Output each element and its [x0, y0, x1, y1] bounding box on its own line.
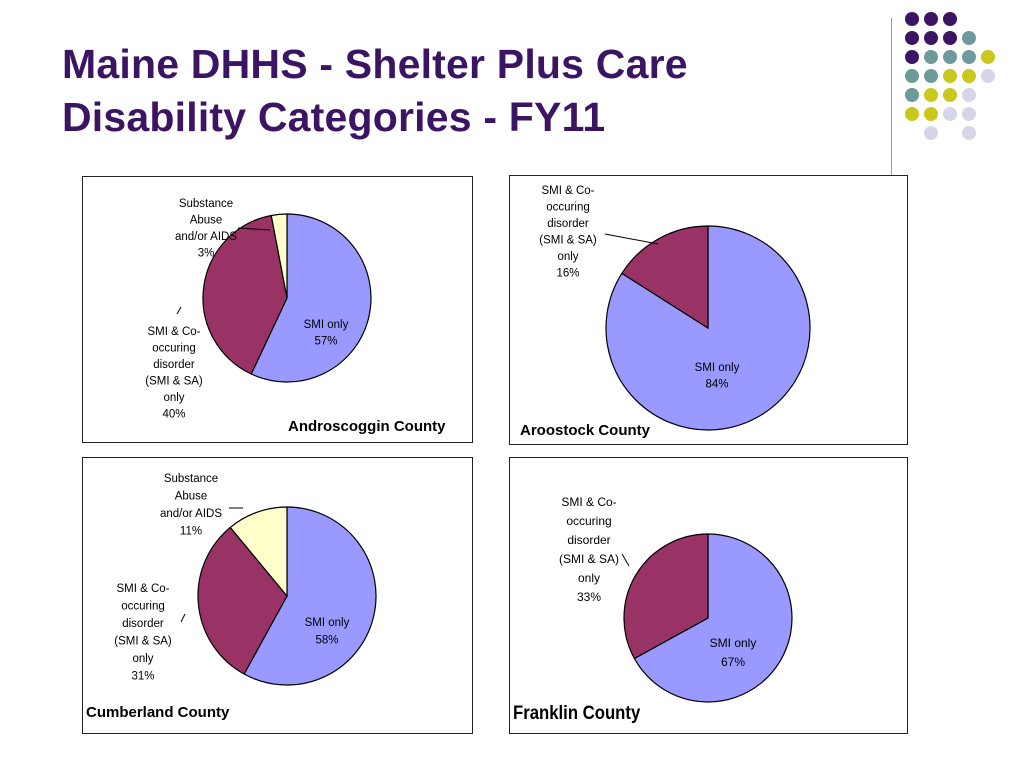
slice-label: SMI & Co-occuring disorder (SMI & SA) only 3… — [114, 583, 172, 683]
decorative-dot — [962, 126, 976, 140]
slice-smi-only — [633, 533, 793, 703]
slide-title-line-1: Maine DHHS - Shelter Plus Care — [62, 41, 688, 87]
slice-label: SMI only 84% — [695, 362, 740, 391]
decorative-dot — [905, 12, 919, 26]
decorative-dot — [943, 69, 957, 83]
decorative-dot — [962, 50, 976, 64]
slice-smi-sa — [197, 526, 288, 675]
decorative-dot-grid — [905, 12, 1015, 172]
leader-line — [621, 553, 630, 567]
decorative-dot — [962, 31, 976, 45]
pie-chart-androscoggin: SMI only 57% SMI & Co-occuring disorder (SMI… — [145, 198, 372, 421]
slice-label: SMI & Co-occuring disorder (SMI & SA) only 3… — [559, 495, 619, 604]
decorative-dot — [924, 88, 938, 102]
chart-panel-cumberland: SMI only 58% SMI & Co-occuring disorder (SMI… — [82, 457, 473, 734]
slice-substance-abuse — [229, 506, 288, 598]
decorative-dot — [943, 12, 957, 26]
decorative-dot — [962, 107, 976, 121]
slice-smi-only — [243, 506, 377, 686]
slice-label: Substance Abuse and/or AIDS 3% — [175, 198, 237, 260]
decorative-dot — [924, 69, 938, 83]
decorative-dot — [924, 126, 938, 140]
decorative-dot — [924, 107, 938, 121]
slice-label: SMI & Co-occuring disorder (SMI & SA) only 1… — [539, 185, 597, 280]
slice-label: SMI only 57% — [304, 319, 349, 348]
slide-title: Maine DHHS - Shelter Plus Care Disabilit… — [62, 38, 862, 144]
decorative-dot — [962, 69, 976, 83]
decorative-dot — [905, 50, 919, 64]
decorative-dot — [924, 50, 938, 64]
decorative-divider — [891, 18, 892, 178]
decorative-dot — [962, 88, 976, 102]
decorative-dot — [905, 107, 919, 121]
decorative-dot — [905, 69, 919, 83]
chart-title-franklin: Franklin County — [513, 703, 641, 724]
chart-panel-aroostock: SMI only 84% SMI & Co-occuring disorder (SMI… — [509, 175, 908, 445]
slice-label: Substance Abuse and/or AIDS 11% — [160, 473, 222, 538]
decorative-dot — [981, 50, 995, 64]
chart-title-cumberland: Cumberland County — [86, 704, 230, 721]
pie-chart-cumberland: SMI only 58% SMI & Co-occuring disorder (SMI… — [114, 473, 377, 686]
pie-chart-franklin: SMI only 67% SMI & Co-occuring disorder (SMI… — [559, 495, 793, 703]
decorative-dot — [943, 31, 957, 45]
slice-smi-sa — [202, 214, 288, 375]
slice-label: SMI only 67% — [710, 636, 757, 669]
slice-label: SMI & Co-occuring disorder (SMI & SA) only 4… — [145, 326, 203, 421]
slice-smi-sa — [623, 533, 709, 660]
leader-line — [237, 227, 271, 231]
slice-label: SMI only 58% — [305, 617, 350, 647]
decorative-dot — [943, 88, 957, 102]
slice-smi-only — [250, 213, 372, 383]
slice-smi-sa — [621, 225, 709, 330]
slice-substance-abuse — [270, 213, 288, 299]
chart-panel-franklin: SMI only 67% SMI & Co-occuring disorder (SMI… — [509, 457, 908, 734]
chart-title-aroostock: Aroostock County — [520, 422, 651, 439]
decorative-dot — [924, 31, 938, 45]
pie-chart-aroostock: SMI only 84% SMI & Co-occuring disorder (SMI… — [539, 185, 811, 431]
leader-line — [180, 613, 186, 623]
chart-panel-androscoggin: SMI only 57% SMI & Co-occuring disorder (SMI… — [82, 176, 473, 443]
leader-line — [176, 306, 182, 315]
chart-title-androscoggin: Androscoggin County — [288, 418, 446, 435]
leader-line — [604, 233, 659, 245]
decorative-dot — [905, 31, 919, 45]
decorative-dot — [924, 12, 938, 26]
decorative-dot — [943, 107, 957, 121]
decorative-dot — [905, 88, 919, 102]
decorative-dot — [943, 50, 957, 64]
slide-title-line-2: Disability Categories - FY11 — [62, 94, 606, 140]
decorative-dot — [981, 69, 995, 83]
